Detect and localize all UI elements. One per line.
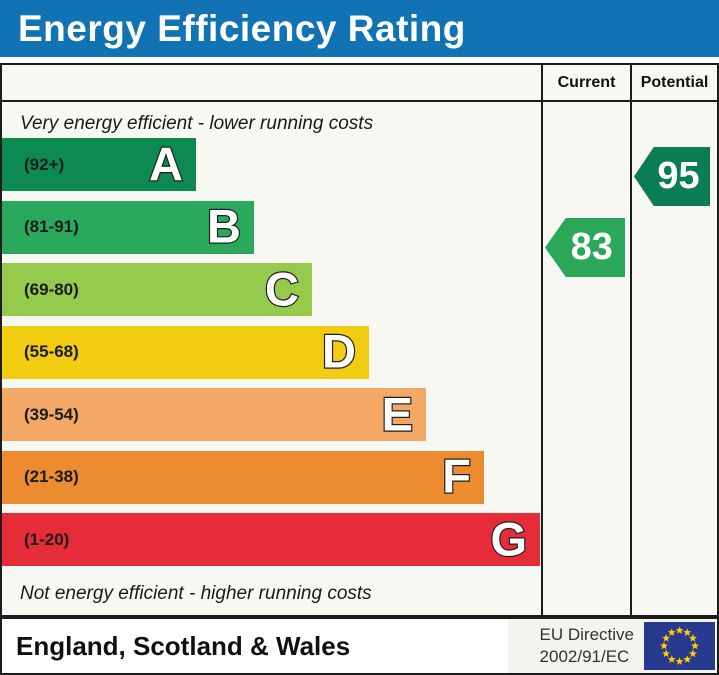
- band-letter: D: [321, 324, 357, 378]
- band-bar-C: (69-80) C: [2, 263, 312, 316]
- band-row-G: (1-20) G: [2, 513, 541, 566]
- band-letter: C: [264, 262, 300, 316]
- band-row-B: (81-91) B: [2, 199, 541, 254]
- current-column-header: Current: [541, 65, 630, 102]
- band-range-label: (39-54): [24, 404, 79, 424]
- page-title: Energy Efficiency Rating: [18, 7, 466, 49]
- band-range-label: (1-20): [24, 529, 70, 549]
- band-bar-A: (92+) A: [2, 138, 196, 191]
- top-note: Very energy efficient - lower running co…: [20, 113, 374, 134]
- potential-column-header: Potential: [630, 65, 717, 102]
- band-row-A: (92+) A: [2, 138, 541, 191]
- band-row-F: (21-38) F: [2, 449, 541, 504]
- title-bar: Energy Efficiency Rating: [0, 0, 719, 57]
- current-rating-arrow: 83: [545, 218, 625, 277]
- band-range-label: (81-91): [24, 217, 79, 236]
- band-range-label: (21-38): [24, 467, 79, 486]
- region-label: England, Scotland & Wales: [16, 630, 351, 661]
- band-bar-F: (21-38) F: [2, 449, 484, 504]
- band-range-label: (69-80): [24, 279, 79, 299]
- current-rating-value: 83: [570, 226, 613, 268]
- rating-table: Current Potential Very energy efficient …: [0, 63, 719, 617]
- band-letter: F: [441, 449, 472, 503]
- band-letter: A: [148, 137, 184, 191]
- band-bar-D: (55-68) D: [2, 324, 369, 379]
- current-column: 83: [541, 102, 630, 615]
- bands-column: Very energy efficient - lower running co…: [2, 102, 541, 615]
- band-row-D: (55-68) D: [2, 324, 541, 379]
- bottom-note: Not energy efficient - higher running co…: [20, 583, 372, 604]
- potential-rating-value: 95: [657, 155, 700, 197]
- potential-rating-arrow: 95: [634, 147, 710, 206]
- footer-bar: England, Scotland & Wales EU Directive 2…: [0, 617, 719, 675]
- band-letter: G: [489, 512, 528, 566]
- band-letter: E: [380, 387, 414, 441]
- band-range-label: (92+): [24, 154, 65, 174]
- band-row-E: (39-54) E: [2, 388, 541, 441]
- eu-directive-label: EU Directive 2002/91/EC: [539, 625, 634, 666]
- band-range-label: (55-68): [24, 342, 79, 361]
- band-bar-B: (81-91) B: [2, 199, 254, 254]
- header-spacer-cell: [2, 65, 541, 102]
- bands: (92+) A (81-91) B (69-80) C (55-68) D (39-54) E (2…: [2, 138, 541, 576]
- band-letter: B: [206, 199, 242, 253]
- potential-column: 95: [630, 102, 717, 615]
- eu-flag-icon: [644, 622, 715, 670]
- band-bar-E: (39-54) E: [2, 388, 426, 441]
- band-bar-G: (1-20) G: [2, 513, 540, 566]
- band-row-C: (69-80) C: [2, 263, 541, 316]
